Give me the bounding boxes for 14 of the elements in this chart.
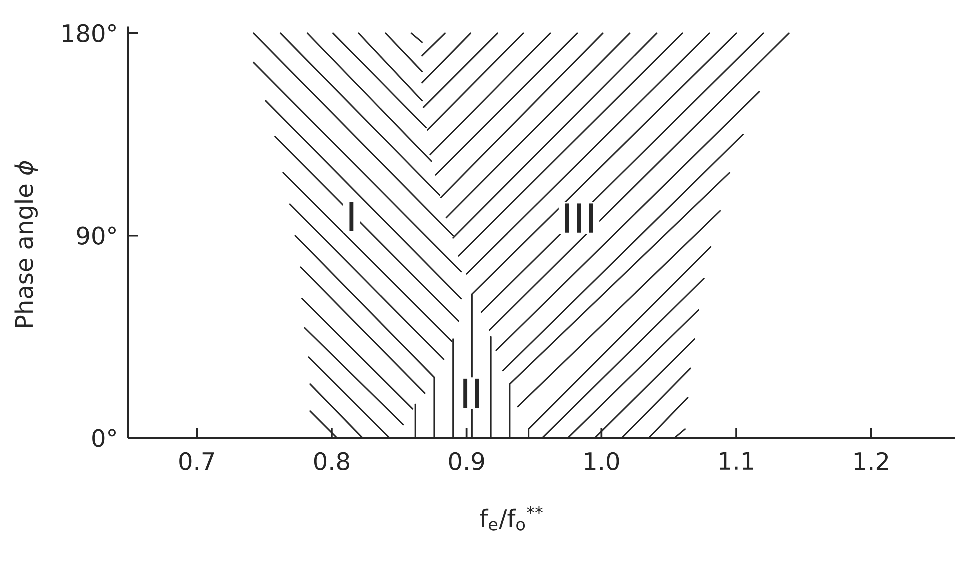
x-tick-label: 1.1 <box>720 452 754 470</box>
y-tick-label: 0° <box>92 429 116 448</box>
x-tick-label: 1.2 <box>854 452 888 470</box>
annotation: III <box>566 204 594 233</box>
annotation: I <box>350 202 354 232</box>
y-tick-label: 90° <box>77 226 116 245</box>
annotation: II <box>464 378 480 408</box>
y-tick-label: 180° <box>63 24 116 43</box>
y-axis-title: Phase angle ϕ <box>14 161 38 328</box>
x-tick-label: 0.8 <box>314 452 350 470</box>
x-tick-label: 1.0 <box>585 452 620 470</box>
x-axis-title: f$_{e}$/f$_{o}$** <box>480 506 543 531</box>
x-tick-label: 0.7 <box>180 452 214 470</box>
x-tick-label: 0.9 <box>449 452 484 470</box>
